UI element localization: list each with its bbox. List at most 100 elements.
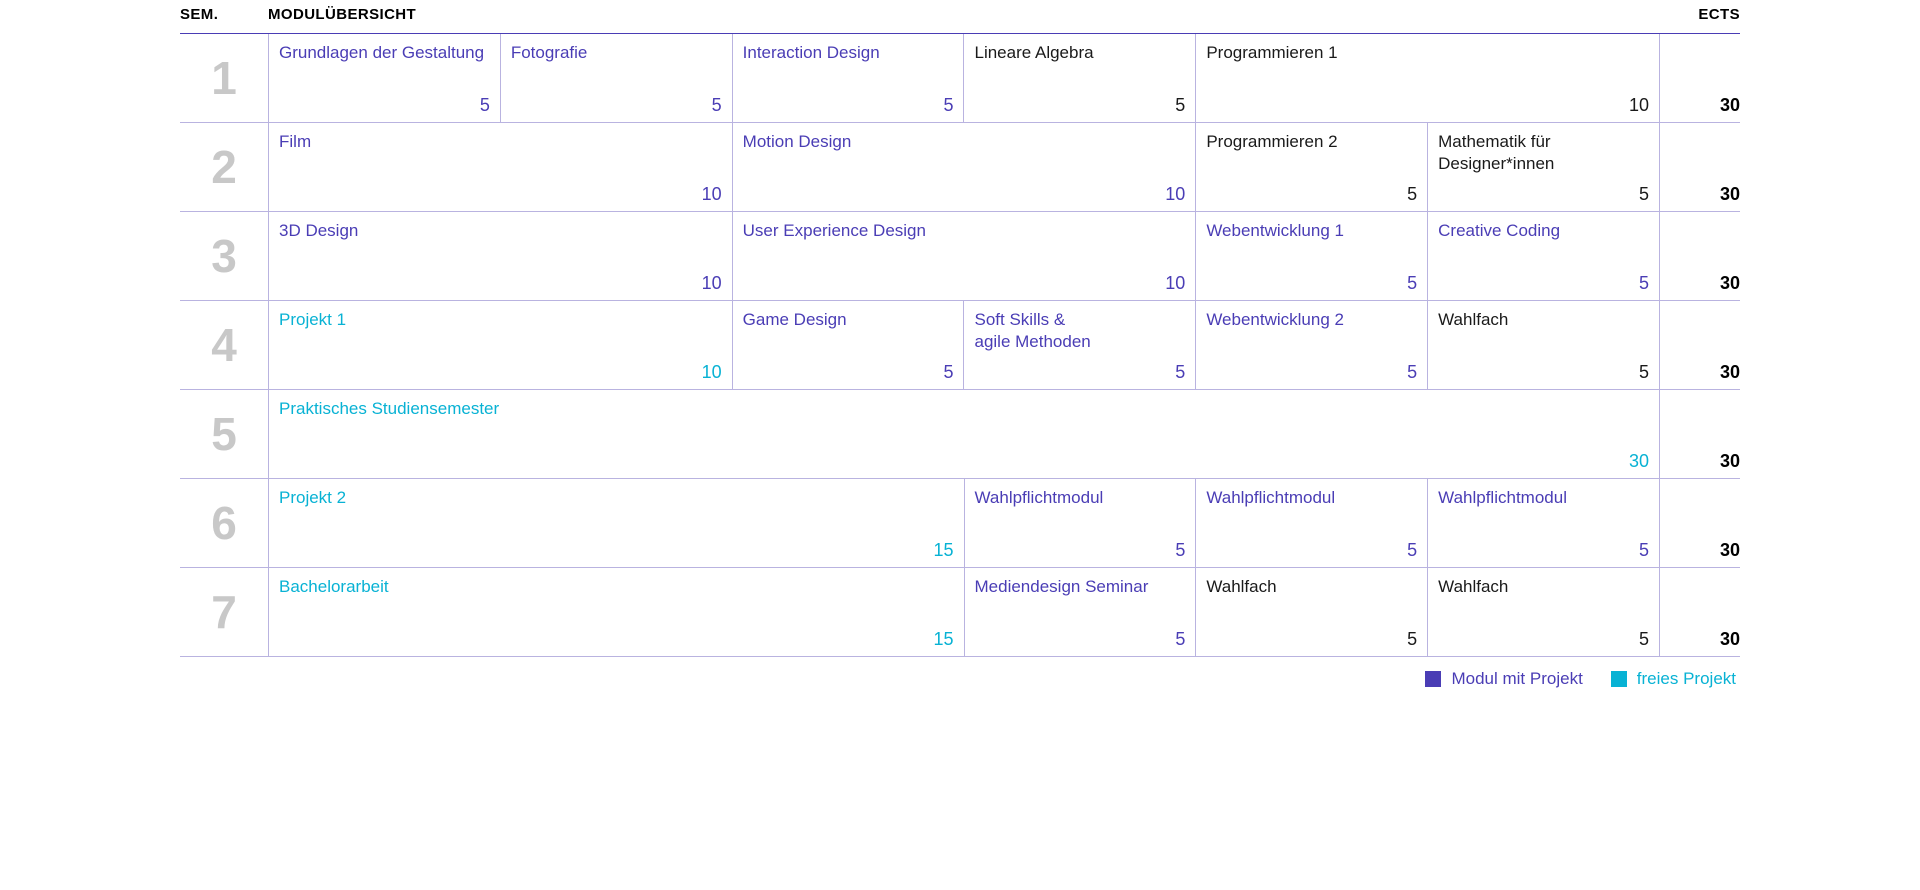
module-cell: Mathematik für Designer*innen5 [1427, 123, 1659, 211]
module-name: Creative Coding [1438, 220, 1649, 242]
ects-total: 30 [1720, 184, 1740, 205]
module-cell: Projekt 1 10 [268, 301, 732, 389]
module-cells: Praktisches Studiensemester30 [268, 390, 1659, 478]
semester-number-cell: 5 [180, 390, 268, 478]
module-credits: 5 [1175, 362, 1185, 383]
module-credits: 10 [1165, 184, 1185, 205]
legend-label: Modul mit Projekt [1451, 669, 1582, 689]
ects-total-cell: 30 [1659, 212, 1740, 300]
module-credits: 10 [702, 184, 722, 205]
module-cell: Wahlfach 5 [1427, 301, 1659, 389]
module-cell: Webentwicklung 1 5 [1195, 212, 1427, 300]
semester-number-cell: 6 [180, 479, 268, 567]
legend: Modul mit Projekt freies Projekt [180, 657, 1740, 699]
module-cell: Creative Coding 5 [1427, 212, 1659, 300]
module-cell: Mediendesign Seminar5 [964, 568, 1196, 656]
module-name: Lineare Algebra [974, 42, 1185, 64]
semester-row: 1Grundlagen der Gestaltung5Fotografie5In… [180, 34, 1740, 123]
module-cell: Wahlpflichtmodul 5 [1195, 479, 1427, 567]
table-header: SEM. MODULÜBERSICHT ECTS [180, 6, 1740, 33]
header-title: MODULÜBERSICHT [268, 6, 1660, 23]
module-credits: 10 [1629, 95, 1649, 116]
module-cells: Grundlagen der Gestaltung5Fotografie5Int… [268, 34, 1659, 122]
module-credits: 5 [1407, 629, 1417, 650]
module-cell: Projekt 215 [268, 479, 964, 567]
semester-number-cell: 7 [180, 568, 268, 656]
semester-number: 7 [211, 589, 237, 635]
module-credits: 5 [712, 95, 722, 116]
header-sem-label: SEM. [180, 6, 268, 23]
semester-row: 5 Praktisches Studiensemester3030 [180, 390, 1740, 479]
module-cell: Programmieren 25 [1195, 123, 1427, 211]
semester-number: 5 [211, 411, 237, 457]
module-credits: 5 [1407, 362, 1417, 383]
module-name: Webentwicklung 1 [1206, 220, 1417, 242]
legend-swatch-purple [1425, 671, 1441, 687]
module-cell: Lineare Algebra 5 [963, 34, 1195, 122]
module-credits: 5 [1407, 273, 1417, 294]
module-cell: Motion Design 10 [732, 123, 1196, 211]
ects-total-cell: 30 [1659, 34, 1740, 122]
ects-total-cell: 30 [1659, 390, 1740, 478]
module-credits: 15 [933, 629, 953, 650]
semester-number: 1 [211, 55, 237, 101]
module-cells: Projekt 215 Wahlpflichtmodul 5 Wahlpflichtm… [268, 479, 1659, 567]
ects-total: 30 [1720, 540, 1740, 561]
module-name: Projekt 1 [279, 309, 722, 331]
module-cell: Fotografie 5 [500, 34, 732, 122]
module-credits: 5 [943, 95, 953, 116]
module-cell: User Experience Design10 [732, 212, 1196, 300]
semester-row: 33D Design10User Experience Design10Webe… [180, 212, 1740, 301]
module-name: Film [279, 131, 722, 153]
module-name: Wahlpflichtmodul [975, 487, 1186, 509]
module-cell: 3D Design10 [268, 212, 732, 300]
module-cell: Soft Skills &agile Methoden5 [963, 301, 1195, 389]
module-credits: 5 [480, 95, 490, 116]
module-cell: Wahlpflichtmodul5 [1427, 479, 1659, 567]
legend-label: freies Projekt [1637, 669, 1736, 689]
semester-row: 6 Projekt 215 Wahlpflichtmodul 5 Wahlpflicht… [180, 479, 1740, 568]
module-cell: Wahlfach5 [1427, 568, 1659, 656]
semester-number: 6 [211, 500, 237, 546]
ects-total: 30 [1720, 629, 1740, 650]
module-name: Wahlfach [1438, 309, 1649, 331]
module-cell: Programmieren 1 10 [1195, 34, 1659, 122]
semester-number-cell: 1 [180, 34, 268, 122]
ects-total-cell: 30 [1659, 301, 1740, 389]
module-credits: 30 [1629, 451, 1649, 472]
module-name: Fotografie [511, 42, 722, 64]
ects-total-cell: 30 [1659, 479, 1740, 567]
ects-total: 30 [1720, 273, 1740, 294]
module-credits: 5 [1407, 184, 1417, 205]
module-cell: Game Design 5 [732, 301, 964, 389]
module-cell: Webentwicklung 25 [1195, 301, 1427, 389]
module-cell: Praktisches Studiensemester30 [268, 390, 1659, 478]
module-cell: Interaction Design5 [732, 34, 964, 122]
module-credits: 5 [943, 362, 953, 383]
semester-row: 4Projekt 110Game Design5Soft Skills &agi… [180, 301, 1740, 390]
legend-item-free-project: freies Projekt [1611, 669, 1736, 689]
module-name: Programmieren 1 [1206, 42, 1649, 64]
module-name: Wahlpflichtmodul [1438, 487, 1649, 509]
module-credits: 5 [1639, 629, 1649, 650]
module-credits: 5 [1407, 540, 1417, 561]
semester-number: 4 [211, 322, 237, 368]
semester-row: 2 Film 10 Motion Design 10 Programmieren 25Ma… [180, 123, 1740, 212]
module-credits: 10 [702, 273, 722, 294]
module-credits: 5 [1175, 540, 1185, 561]
module-credits: 5 [1175, 95, 1185, 116]
semester-number-cell: 2 [180, 123, 268, 211]
module-name: Game Design [743, 309, 954, 331]
curriculum-table: SEM. MODULÜBERSICHT ECTS 1Grundlagen der… [180, 0, 1740, 699]
module-credits: 15 [933, 540, 953, 561]
ects-total-cell: 30 [1659, 568, 1740, 656]
module-credits: 5 [1639, 362, 1649, 383]
module-name: Wahlpflichtmodul [1206, 487, 1417, 509]
module-name: Motion Design [743, 131, 1186, 153]
module-credits: 10 [702, 362, 722, 383]
module-credits: 5 [1639, 273, 1649, 294]
module-credits: 5 [1639, 184, 1649, 205]
semester-rows: 1Grundlagen der Gestaltung5Fotografie5In… [180, 33, 1740, 657]
semester-number-cell: 4 [180, 301, 268, 389]
header-ects-label: ECTS [1660, 6, 1740, 23]
